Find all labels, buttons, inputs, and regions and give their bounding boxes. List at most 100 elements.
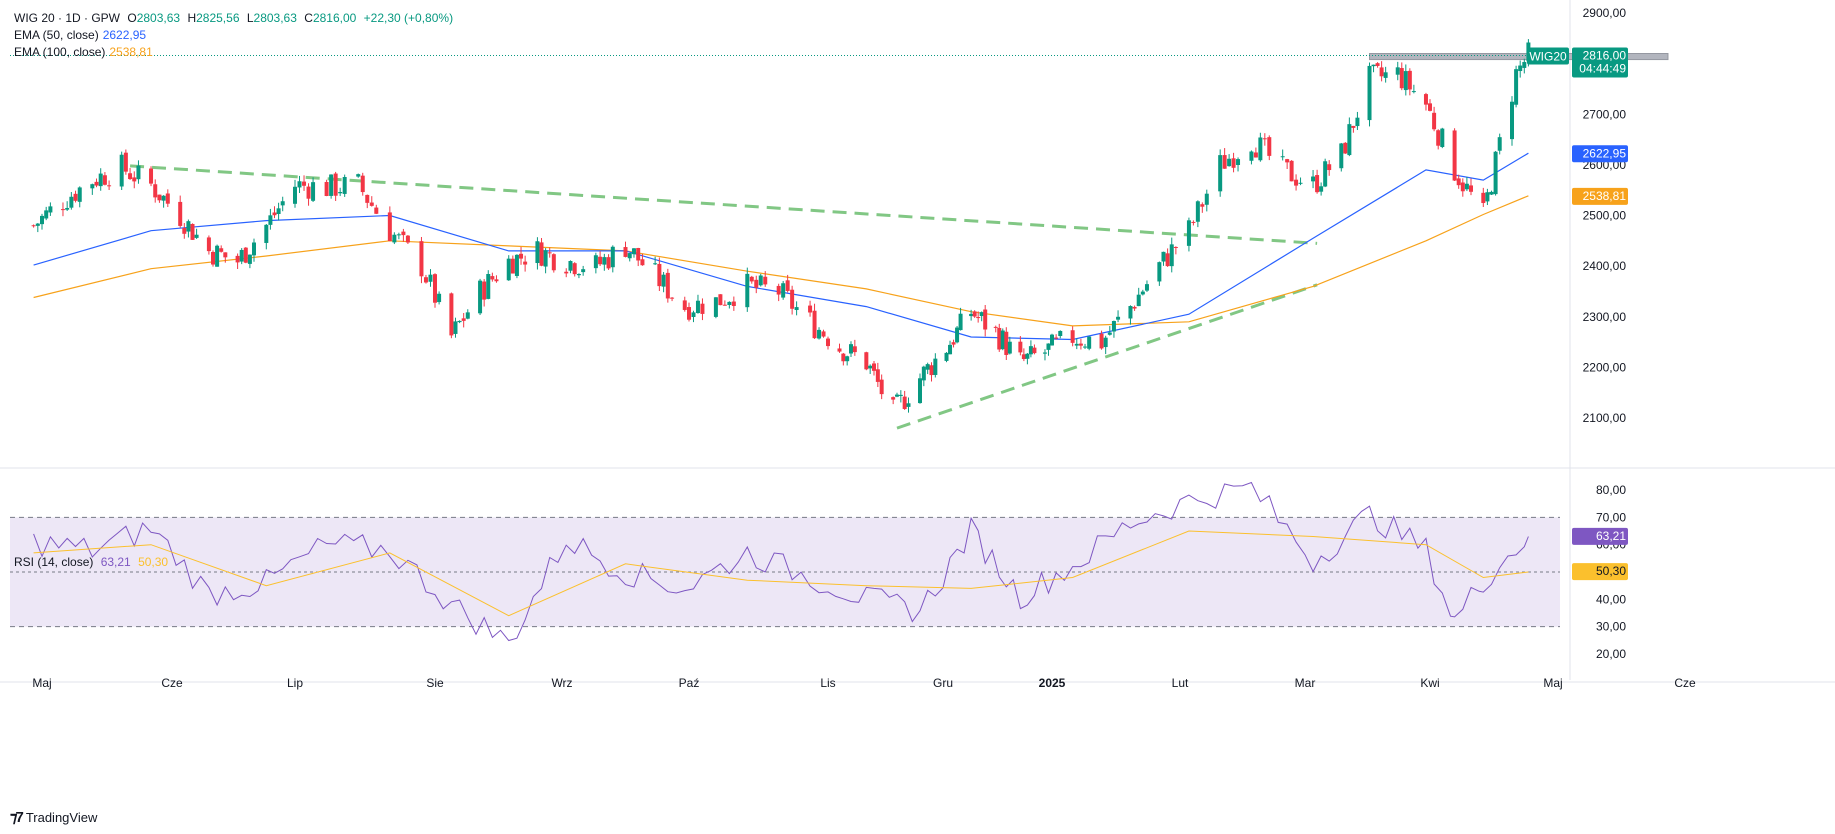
candle-body[interactable] xyxy=(356,174,361,177)
candle-body[interactable] xyxy=(1169,244,1174,267)
candle-body[interactable] xyxy=(433,274,437,303)
candle-body[interactable] xyxy=(1403,71,1408,91)
candle-body[interactable] xyxy=(539,242,544,266)
candle-body[interactable] xyxy=(1298,182,1303,184)
candle-body[interactable] xyxy=(297,181,302,188)
candle-body[interactable] xyxy=(98,173,103,187)
candle-body[interactable] xyxy=(1116,316,1121,320)
candle-body[interactable] xyxy=(423,277,428,283)
candle-body[interactable] xyxy=(235,255,240,263)
candle-body[interactable] xyxy=(817,329,822,339)
candle-body[interactable] xyxy=(1128,306,1133,319)
candle-body[interactable] xyxy=(976,317,981,319)
candle-body[interactable] xyxy=(606,257,611,269)
candle-body[interactable] xyxy=(1007,341,1012,354)
candle-body[interactable] xyxy=(1161,251,1166,262)
resistance-zone[interactable] xyxy=(1369,53,1669,61)
candle-body[interactable] xyxy=(161,195,166,201)
candle-body[interactable] xyxy=(119,154,124,187)
candle-body[interactable] xyxy=(1231,158,1236,168)
candle-body[interactable] xyxy=(610,246,615,268)
candle-body[interactable] xyxy=(547,252,552,254)
candle-body[interactable] xyxy=(419,241,424,277)
candle-body[interactable] xyxy=(123,152,128,172)
candle-body[interactable] xyxy=(1367,65,1372,121)
candle-body[interactable] xyxy=(997,327,1002,350)
candle-body[interactable] xyxy=(598,256,603,265)
candle-body[interactable] xyxy=(1351,125,1356,128)
candle-body[interactable] xyxy=(1489,191,1494,195)
candle-body[interactable] xyxy=(73,193,78,201)
candle-body[interactable] xyxy=(437,293,442,303)
candle-body[interactable] xyxy=(745,273,750,308)
candle-body[interactable] xyxy=(627,253,632,259)
candle-body[interactable] xyxy=(631,248,636,255)
candle-body[interactable] xyxy=(311,182,316,201)
candle-body[interactable] xyxy=(902,396,907,409)
candle-body[interactable] xyxy=(868,365,873,369)
candle-body[interactable] xyxy=(35,223,40,226)
candle-body[interactable] xyxy=(969,313,974,317)
candle-body[interactable] xyxy=(1464,183,1469,190)
candle-body[interactable] xyxy=(1347,124,1352,156)
candle-body[interactable] xyxy=(1140,291,1145,295)
candle-body[interactable] xyxy=(1074,343,1079,346)
candle-body[interactable] xyxy=(864,352,869,370)
candle-body[interactable] xyxy=(1253,152,1258,158)
candle-body[interactable] xyxy=(921,366,926,381)
candle-body[interactable] xyxy=(1195,201,1200,222)
candle-body[interactable] xyxy=(490,276,495,280)
candle-body[interactable] xyxy=(243,247,248,263)
candle-body[interactable] xyxy=(906,403,911,407)
candle-body[interactable] xyxy=(790,289,795,309)
candle-body[interactable] xyxy=(182,228,187,234)
candle-body[interactable] xyxy=(264,224,269,243)
candle-body[interactable] xyxy=(1327,164,1332,171)
candle-body[interactable] xyxy=(401,231,406,236)
candle-body[interactable] xyxy=(653,263,658,265)
candle-body[interactable] xyxy=(776,285,781,295)
candle-body[interactable] xyxy=(983,309,988,330)
trendline-1[interactable] xyxy=(129,164,1318,245)
candle-body[interactable] xyxy=(1411,91,1416,93)
candle-body[interactable] xyxy=(1497,137,1502,151)
candle-body[interactable] xyxy=(178,201,183,226)
candle-body[interactable] xyxy=(1165,253,1170,267)
candle-body[interactable] xyxy=(993,326,998,328)
candle-body[interactable] xyxy=(1311,176,1316,182)
candle-body[interactable] xyxy=(731,301,736,306)
candle-body[interactable] xyxy=(1087,336,1092,349)
candle-body[interactable] xyxy=(453,321,458,334)
candle-body[interactable] xyxy=(153,184,158,198)
candle-body[interactable] xyxy=(1083,346,1088,348)
candle-body[interactable] xyxy=(194,234,199,238)
candle-body[interactable] xyxy=(602,257,607,265)
trendline-2[interactable] xyxy=(896,283,1318,430)
candle-body[interactable] xyxy=(1173,246,1178,248)
candle-body[interactable] xyxy=(1132,306,1137,309)
candle-body[interactable] xyxy=(392,234,397,243)
candle-body[interactable] xyxy=(593,255,598,269)
candle-body[interactable] xyxy=(333,173,338,196)
candle-body[interactable] xyxy=(837,348,842,352)
candle-body[interactable] xyxy=(551,254,556,271)
candle-body[interactable] xyxy=(215,245,220,267)
candle-body[interactable] xyxy=(1379,67,1384,77)
candle-body[interactable] xyxy=(510,258,515,274)
candle-body[interactable] xyxy=(1186,220,1191,246)
candle-body[interactable] xyxy=(1267,137,1272,156)
candle-body[interactable] xyxy=(90,184,95,189)
candle-body[interactable] xyxy=(506,258,511,281)
candle-body[interactable] xyxy=(457,320,462,323)
candle-body[interactable] xyxy=(1395,67,1400,75)
candles-group[interactable] xyxy=(31,39,1531,413)
rsi-tag-rsi[interactable]: 63,21 xyxy=(1572,527,1628,545)
candle-body[interactable] xyxy=(219,248,224,252)
candle-body[interactable] xyxy=(272,212,277,216)
candle-body[interactable] xyxy=(94,181,99,186)
candle-body[interactable] xyxy=(665,272,670,299)
candle-body[interactable] xyxy=(102,175,107,185)
candle-body[interactable] xyxy=(211,251,215,265)
candle-body[interactable] xyxy=(852,346,857,353)
